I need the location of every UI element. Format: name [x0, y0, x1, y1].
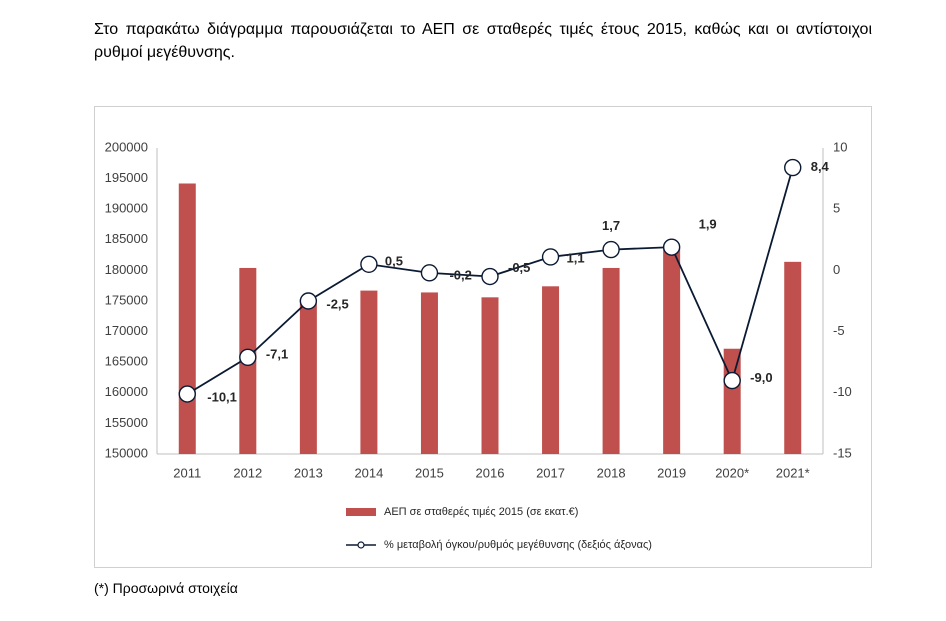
y-right-tick-label: -10 [833, 384, 852, 399]
x-tick-label: 2016 [476, 465, 505, 480]
chart-canvas: 150000 155000 160000 165000 170000 175000 1800… [105, 139, 852, 551]
y-left-tick-label: 150000 [105, 445, 148, 460]
y-left-tick-label: 180000 [105, 262, 148, 277]
x-tick-label: 2019 [657, 465, 686, 480]
gdp-bar [481, 297, 499, 454]
growth-data-label: 8,4 [811, 159, 830, 174]
gdp-bar [784, 261, 802, 454]
gdp-bar [663, 248, 681, 454]
growth-data-label: 1,9 [699, 217, 717, 232]
gdp-bar [602, 267, 620, 454]
legend-bar-label: ΑΕΠ σε σταθερές τιμές 2015 (σε εκατ.€) [384, 506, 578, 518]
y-left-tick-label: 175000 [105, 292, 148, 307]
growth-data-label: 1,1 [567, 250, 585, 265]
gdp-bar [723, 348, 741, 454]
x-tick-label: 2021* [776, 465, 810, 480]
y-right-tick-label: -5 [833, 323, 845, 338]
growth-data-label: -9,0 [750, 370, 772, 385]
intro-paragraph: Στο παρακάτω διάγραμμα παρουσιάζεται το … [94, 21, 872, 61]
growth-marker [662, 238, 681, 256]
y-right-tick-label: 5 [833, 201, 840, 216]
growth-data-label: -2,5 [326, 296, 348, 311]
legend-line-label: % μεταβολή όγκου/ρυθμός μεγέθυνσης (δεξι… [384, 539, 652, 551]
y-left-tick-label: 170000 [105, 323, 148, 338]
growth-marker [178, 385, 196, 403]
growth-data-label: -0,2 [449, 267, 471, 282]
growth-data-label: -0,5 [508, 260, 530, 275]
y-right-tick-label: 0 [833, 262, 840, 277]
y-left-tick-label: 190000 [105, 201, 148, 216]
growth-marker [239, 348, 257, 367]
footnote: (*) Προσωρινά στοιχεία [94, 580, 238, 596]
growth-marker [360, 255, 378, 273]
x-tick-label: 2018 [597, 465, 626, 480]
growth-marker [481, 267, 499, 286]
growth-marker [299, 292, 318, 310]
y-right-tick-label: 10 [833, 139, 847, 154]
x-tick-label: 2014 [354, 465, 383, 480]
growth-marker [723, 371, 741, 390]
growth-data-label: -7,1 [266, 347, 288, 362]
gdp-bar [360, 290, 378, 454]
legend-bar-swatch [346, 508, 376, 516]
growth-marker [541, 248, 560, 266]
gdp-bar [299, 299, 317, 454]
x-tick-label: 2013 [294, 465, 323, 480]
y-left-tick-label: 185000 [105, 231, 148, 246]
legend-line-marker [357, 541, 365, 549]
x-tick-label: 2017 [536, 465, 565, 480]
x-tick-label: 2011 [173, 465, 201, 480]
y-left-tick-label: 165000 [105, 354, 148, 369]
growth-marker [602, 240, 620, 259]
growth-data-label: 1,7 [602, 218, 620, 233]
x-tick-label: 2012 [233, 465, 262, 480]
y-right-tick-label: -15 [833, 445, 852, 460]
y-left-tick-label: 155000 [105, 415, 148, 430]
y-left-tick-label: 200000 [105, 139, 148, 154]
gdp-bar [542, 286, 560, 454]
gdp-bar [178, 183, 196, 454]
gdp-bar [420, 292, 438, 454]
y-left-tick-label: 195000 [105, 170, 148, 185]
x-tick-label: 2015 [415, 465, 444, 480]
y-left-tick-label: 160000 [105, 384, 148, 399]
growth-marker [420, 264, 439, 282]
growth-data-label: -10,1 [207, 389, 237, 404]
gdp-chart: 150000 155000 160000 165000 170000 175000 1800… [94, 106, 872, 568]
growth-marker [784, 158, 802, 177]
x-tick-label: 2020* [715, 465, 749, 480]
growth-data-label: 0,5 [385, 254, 403, 269]
